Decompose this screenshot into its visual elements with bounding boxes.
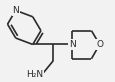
- Text: H₂N: H₂N: [26, 70, 43, 79]
- Text: N: N: [68, 40, 75, 49]
- Text: N: N: [12, 6, 19, 15]
- Text: O: O: [95, 40, 102, 49]
